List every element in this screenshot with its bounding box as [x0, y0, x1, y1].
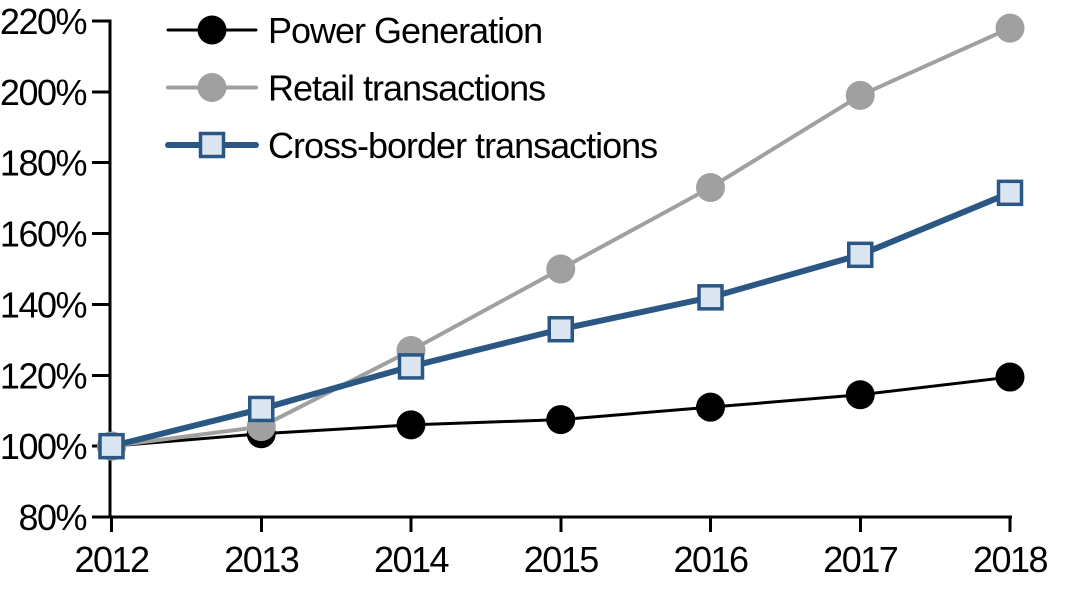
legend-marker-square	[198, 131, 226, 159]
y-tick-label: 220%	[0, 1, 86, 42]
series-marker-circle-power-generation	[696, 392, 725, 422]
y-tick-label: 80%	[18, 497, 86, 538]
series-marker-square-cross-border-transactions	[847, 241, 874, 269]
x-tick-label: 2014	[374, 539, 449, 580]
x-tick-label: 2018	[973, 539, 1048, 580]
x-tick-label: 2015	[524, 539, 599, 580]
series-power-generation	[97, 362, 1025, 461]
series-marker-circle-retail-transactions	[995, 13, 1025, 43]
y-tick-label: 160%	[0, 214, 86, 255]
y-tick-label: 200%	[0, 72, 86, 113]
y-axis-ticks: 80% 100% 120% 140% 160% 180% 200% 220%	[0, 1, 110, 538]
series-marker-circle-power-generation	[845, 380, 875, 410]
series-marker-square-cross-border-transactions	[248, 395, 275, 423]
series-marker-circle-retail-transactions	[845, 80, 875, 110]
legend-marker-circle	[197, 73, 227, 102]
legend-marker-circle	[197, 15, 227, 45]
legend-item-cross-border-transactions: Cross-border transactions	[165, 125, 658, 166]
x-tick-label: 2012	[74, 539, 149, 580]
legend: Power Generation Retail transactions Cross…	[165, 10, 658, 166]
series-marker-circle-power-generation	[396, 410, 426, 440]
series-marker-circle-retail-transactions	[696, 173, 725, 203]
legend-label: Cross-border transactions	[268, 125, 657, 166]
y-tick-label: 120%	[0, 355, 86, 396]
x-tick-label: 2013	[224, 539, 299, 580]
series-cross-border-transactions	[98, 179, 1024, 460]
series-marker-square-cross-border-transactions	[996, 179, 1024, 207]
x-axis-ticks: 2012 2013 2014 2015 2016 2017 2018	[74, 517, 1049, 580]
y-tick-label: 180%	[0, 143, 86, 184]
series-marker-square-cross-border-transactions	[697, 284, 724, 311]
legend-label: Retail transactions	[268, 68, 545, 109]
y-tick-label: 100%	[0, 426, 86, 467]
series-marker-square-cross-border-transactions	[98, 432, 125, 460]
y-tick-label: 140%	[0, 284, 86, 325]
series-marker-square-cross-border-transactions	[547, 315, 574, 343]
legend-item-retail-transactions: Retail transactions	[166, 68, 546, 109]
series-line-retail-transactions	[109, 26, 1012, 449]
legend-item-power-generation: Power Generation	[166, 10, 543, 51]
series-marker-circle-power-generation	[546, 405, 576, 435]
legend-label: Power Generation	[268, 10, 542, 51]
x-tick-label: 2016	[673, 539, 748, 580]
x-tick-label: 2017	[823, 539, 898, 580]
series-marker-circle-power-generation	[995, 362, 1025, 392]
series-marker-circle-retail-transactions	[546, 254, 576, 284]
series-marker-square-cross-border-transactions	[397, 353, 425, 380]
series-retail-transactions	[97, 13, 1025, 461]
